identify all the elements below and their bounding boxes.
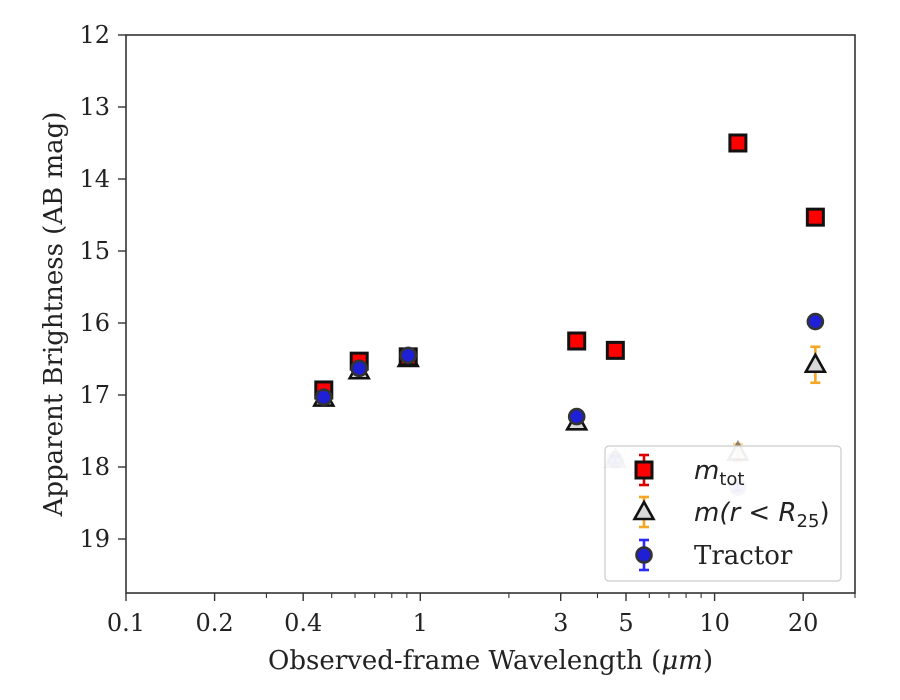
data-point-circle-2 — [399, 346, 418, 365]
legend-box — [604, 445, 842, 582]
y-axis-label: Apparent Brightness (AB mag) — [39, 112, 69, 518]
legend-symbol — [632, 499, 656, 521]
data-point-circle-6 — [806, 312, 825, 331]
y-tick-label: 17 — [79, 381, 110, 409]
x-tick-label: 0.4 — [284, 609, 322, 637]
data-point-triangle-6 — [803, 352, 828, 374]
plot-frame — [125, 34, 856, 594]
legend-m-r25-main: m(r < R — [694, 498, 797, 528]
legend-mtot-sub: tot — [719, 469, 744, 490]
x-tick-label: 3 — [553, 609, 568, 637]
circle-marker — [350, 359, 368, 378]
square-marker — [567, 331, 587, 351]
x-tick-label: 0.1 — [107, 609, 145, 637]
square-marker — [805, 207, 825, 227]
legend-marker-m-r25 — [632, 495, 656, 529]
circle-marker — [314, 388, 333, 406]
legend-mtot-main: m — [694, 456, 719, 486]
data-point-circle-0 — [314, 388, 333, 406]
square-marker — [634, 460, 654, 480]
legend-m-r25-sub: 25 — [797, 511, 820, 532]
data-point-square-3 — [567, 331, 587, 351]
y-tick-label: 12 — [79, 21, 110, 49]
data-point-circle-1 — [350, 359, 368, 378]
data-point-square-4 — [605, 340, 625, 360]
data-point-square-5 — [728, 133, 748, 153]
triangle-marker — [632, 499, 656, 521]
plot-data-layer — [312, 133, 828, 496]
x-tick-label: 20 — [788, 609, 819, 637]
legend-label-m-r25: m(r < R25) — [694, 498, 830, 532]
x-tick-label: 1 — [413, 609, 428, 637]
data-point-square-6 — [805, 207, 825, 227]
y-tick-label: 19 — [79, 525, 110, 553]
legend-marker-mtot — [634, 453, 654, 487]
x-tick-label: 10 — [699, 609, 730, 637]
triangle-marker — [803, 352, 828, 374]
y-tick-label: 18 — [79, 453, 110, 481]
circle-marker — [635, 546, 653, 564]
circle-marker — [806, 312, 825, 331]
x-tick-label: 0.2 — [196, 609, 234, 637]
y-tick-label: 16 — [79, 309, 110, 337]
y-tick-label: 15 — [79, 237, 110, 265]
legend-label-mtot: mtot — [694, 456, 744, 490]
data-point-circle-3 — [567, 407, 586, 426]
square-marker — [605, 340, 625, 360]
legend-symbol — [634, 460, 654, 480]
legend-label-tractor: Tractor — [694, 541, 793, 571]
x-axis-label-suffix: ) — [703, 646, 713, 676]
legend-marker-tractor — [635, 538, 653, 572]
x-tick-label: 5 — [618, 609, 633, 637]
y-tick-label: 13 — [79, 93, 110, 121]
y-tick-label: 14 — [79, 165, 110, 193]
x-axis-label-unit: μm — [661, 646, 703, 676]
circle-marker — [567, 407, 586, 426]
x-axis-label: Observed-frame Wavelength (μm) — [268, 646, 713, 676]
circle-marker — [399, 346, 418, 365]
legend: mtot m(r < R25) Tractor — [604, 445, 842, 582]
legend-symbol — [635, 546, 653, 564]
square-marker — [728, 133, 748, 153]
legend-m-r25-end: ) — [819, 498, 829, 528]
x-axis-label-prefix: Observed-frame Wavelength ( — [268, 646, 661, 676]
